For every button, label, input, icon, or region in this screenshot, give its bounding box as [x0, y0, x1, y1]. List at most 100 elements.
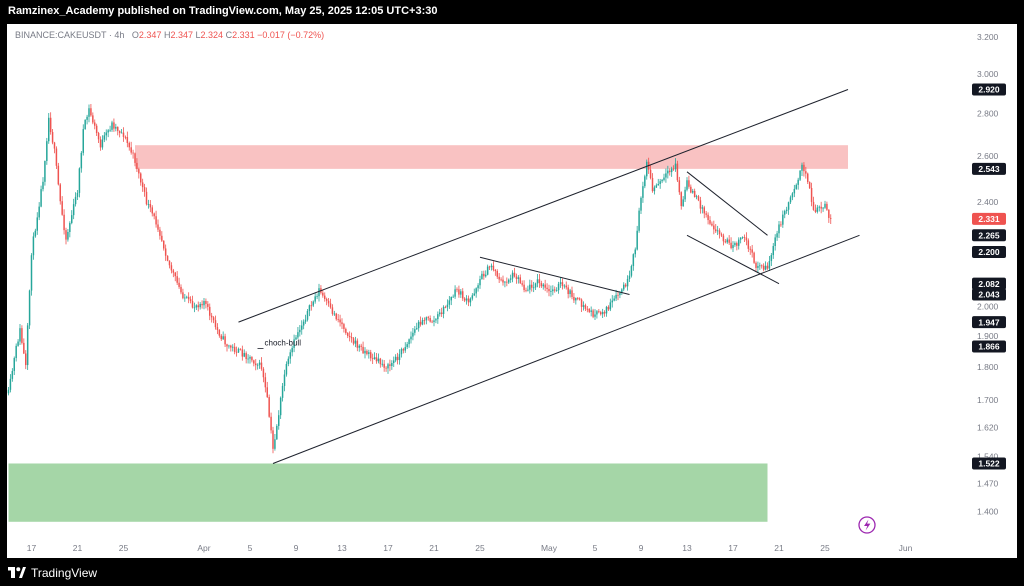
candle-body: [720, 234, 723, 236]
candle-body: [816, 207, 819, 212]
candle-body: [184, 297, 186, 299]
candle-body: [191, 300, 194, 308]
price-label-box: [972, 316, 1006, 329]
candle-body: [680, 192, 682, 207]
candle-body: [439, 312, 441, 315]
candle-body: [674, 163, 677, 170]
candle-body: [412, 332, 414, 337]
candle-body: [117, 126, 119, 131]
y-tick-label: 2.000: [977, 302, 999, 312]
candle-body: [500, 279, 502, 281]
interval-label[interactable]: 4h: [114, 30, 125, 40]
candle-body: [161, 235, 163, 241]
candle-body: [105, 132, 107, 136]
tradingview-logo-icon: [8, 567, 26, 578]
candle-body: [540, 283, 543, 287]
candle-body: [354, 340, 357, 344]
candle-body: [383, 363, 385, 368]
candle-body: [609, 302, 612, 310]
x-tick-label: 9: [639, 543, 644, 553]
open-value: 2.347: [138, 30, 162, 40]
x-tick-label: 17: [27, 543, 37, 553]
candle-body: [429, 318, 431, 322]
candle-body: [329, 303, 332, 308]
candle-body: [452, 296, 454, 298]
candle-body: [623, 284, 625, 290]
candle-body: [40, 189, 42, 207]
candle-body: [565, 285, 567, 288]
candle-body: [25, 353, 27, 366]
candle-body: [644, 176, 646, 187]
candle-body: [339, 319, 341, 323]
candle-body: [692, 190, 694, 193]
candle-body: [596, 311, 598, 315]
candle-body: [325, 298, 328, 301]
candle-body: [640, 197, 642, 211]
candle-body: [32, 236, 35, 256]
candle-body: [532, 287, 535, 289]
candle-body: [78, 168, 81, 193]
candle-body: [297, 332, 299, 338]
candle-body: [757, 265, 759, 268]
candle-body: [419, 321, 422, 325]
lightning-icon[interactable]: [858, 516, 876, 534]
candle-body: [456, 289, 458, 291]
candle-body: [345, 328, 347, 334]
candle-body: [94, 122, 96, 126]
y-tick-label: 3.000: [977, 69, 999, 79]
candle-body: [193, 307, 196, 309]
candle-body: [638, 210, 640, 231]
candlestick-chart[interactable]: choch-bull 3.200 3.000 2.800 2.600 2.400 2.20…: [7, 24, 1017, 558]
candle-body: [471, 295, 474, 299]
candle-body: [281, 385, 284, 398]
candle-body: [502, 279, 504, 283]
candle-body: [19, 328, 21, 342]
candle-body: [653, 187, 656, 192]
price-label-box: [972, 457, 1006, 470]
candle-body: [795, 184, 797, 189]
candle-body: [531, 284, 533, 288]
symbol-name[interactable]: BINANCE:CAKEUSDT: [15, 30, 107, 40]
y-tick-label: 1.620: [977, 423, 999, 433]
candle-body: [603, 312, 606, 314]
open-label: O: [131, 30, 139, 40]
candle-body: [255, 363, 257, 366]
candle-body: [164, 248, 167, 256]
candle-body: [695, 196, 698, 198]
candle-body: [371, 358, 374, 360]
candle-body: [600, 312, 602, 315]
tradingview-logo[interactable]: TradingView: [8, 566, 97, 580]
candle-body: [381, 363, 383, 365]
candle-body: [820, 206, 822, 209]
candle-body: [49, 117, 52, 133]
candle-body: [38, 206, 40, 218]
publisher-header: Ramzinex_Academy published on TradingVie…: [8, 5, 438, 17]
candle-body: [586, 308, 589, 310]
candle-body: [458, 289, 460, 295]
x-tick-label: 21: [429, 543, 439, 553]
candle-body: [577, 298, 579, 299]
candle-body: [636, 230, 638, 250]
price-label-box: [972, 229, 1006, 242]
candle-body: [517, 277, 520, 279]
candle-body: [118, 130, 121, 133]
candle-body: [166, 255, 169, 261]
chart-panel[interactable]: choch-bull 3.200 3.000 2.800 2.600 2.400 2.20…: [7, 24, 1017, 558]
candle-body: [251, 357, 253, 361]
candle-body: [808, 182, 811, 188]
candle-body: [774, 237, 776, 247]
candle-body: [209, 306, 211, 316]
candle-body: [203, 300, 205, 306]
candle-body: [624, 284, 627, 287]
candle-body: [414, 329, 416, 333]
candle-body: [366, 350, 368, 354]
candle-body: [824, 203, 826, 208]
candle-body: [360, 345, 362, 347]
candle-body: [469, 298, 472, 303]
candle-body: [828, 209, 830, 218]
wedge-2-lower-trendline: [686, 234, 780, 285]
x-tick-label: Apr: [197, 543, 210, 553]
candle-body: [230, 345, 232, 348]
candle-body: [646, 161, 648, 177]
